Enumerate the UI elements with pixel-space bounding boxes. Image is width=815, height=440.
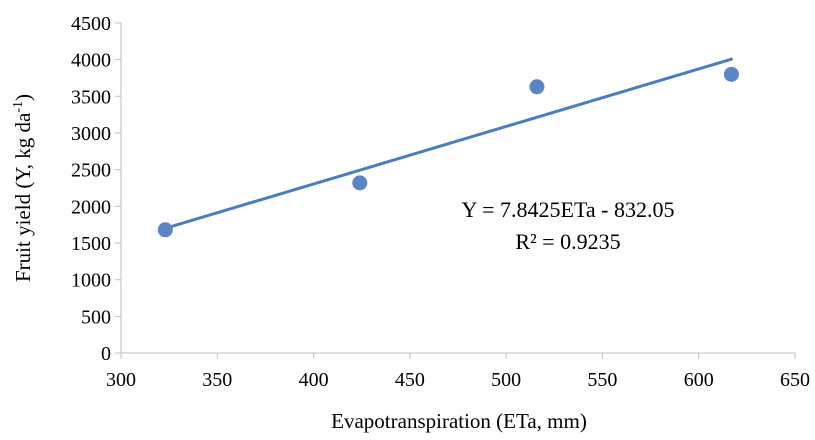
y-tick-label: 500 <box>81 306 111 328</box>
y-tick-label: 3000 <box>71 123 111 145</box>
y-tick-label: 0 <box>101 343 111 365</box>
x-tick-label: 650 <box>780 369 810 391</box>
y-tick-label: 4000 <box>71 50 111 72</box>
axes <box>115 22 796 359</box>
data-point <box>723 66 739 82</box>
trendline <box>163 57 733 230</box>
x-tick-label: 500 <box>491 369 521 391</box>
y-axis-title-tail: ) <box>11 94 35 101</box>
x-tick-label: 600 <box>684 369 714 391</box>
r-squared-label: R² = 0.9235 <box>515 229 620 254</box>
trendline-layer <box>163 57 733 230</box>
x-tick-label: 400 <box>299 369 329 391</box>
y-tick-label: 2000 <box>71 196 111 218</box>
y-tick-label: 1500 <box>71 233 111 255</box>
y-axis-title: Fruit yield (Y, kg da-1) <box>11 94 35 282</box>
x-tick-label: 550 <box>587 369 617 391</box>
x-tick-label: 300 <box>106 369 136 391</box>
y-axis-title-superscript: -1 <box>11 101 26 113</box>
x-tick-label: 350 <box>202 369 232 391</box>
trendline-equation: Y = 7.8425ETa - 832.05 <box>462 197 675 222</box>
y-tick-label: 4500 <box>71 13 111 35</box>
x-tick-label: 450 <box>395 369 425 391</box>
y-axis-title-main: Fruit yield (Y, kg da <box>11 112 35 282</box>
data-points <box>157 66 739 238</box>
data-point <box>529 79 545 95</box>
x-axis-title: Evapotranspiration (ETa, mm) <box>331 409 587 433</box>
data-point <box>352 175 368 191</box>
y-tick-label: 1000 <box>71 270 111 292</box>
y-tick-label: 2500 <box>71 160 111 182</box>
data-point <box>157 222 173 238</box>
y-tick-label: 3500 <box>71 86 111 108</box>
tick-labels: 0 500 1000 1500 2000 2500 3000 3500 4000 4500 300 3… <box>71 13 810 391</box>
